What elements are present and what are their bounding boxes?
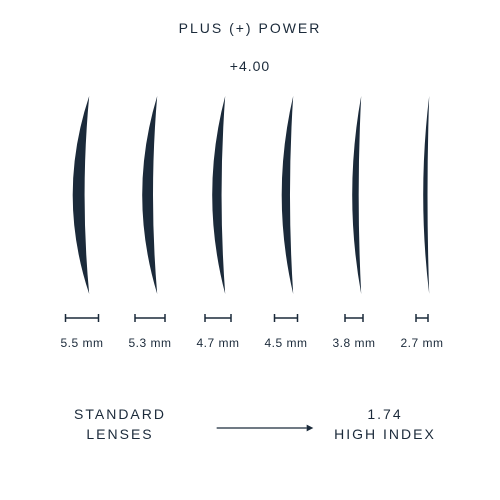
width-bracket-icon [273, 312, 300, 324]
width-bracket-icon [203, 312, 233, 324]
footer-right-label: 1.74 HIGH INDEX [315, 405, 455, 444]
lens-width-label: 2.7 mm [400, 336, 443, 350]
lens-item: 3.8 mm [324, 90, 384, 350]
power-value: +4.00 [0, 58, 500, 74]
lens-item: 2.7 mm [392, 90, 452, 350]
lens-shape [266, 90, 306, 300]
lens-width-label: 4.5 mm [264, 336, 307, 350]
arrow-icon [205, 423, 325, 433]
footer-left-label: STANDARD LENSES [50, 405, 190, 444]
footer-row: STANDARD LENSES 1.74 HIGH INDEX [0, 405, 500, 465]
lens-width-label: 4.7 mm [196, 336, 239, 350]
footer-right-line2: HIGH INDEX [334, 426, 436, 442]
width-bracket-icon [133, 312, 167, 324]
lens-item: 4.7 mm [188, 90, 248, 350]
lens-width-label: 5.3 mm [128, 336, 171, 350]
diagram-title: PLUS (+) POWER [0, 20, 500, 36]
footer-right-line1: 1.74 [367, 406, 402, 422]
footer-left-line2: LENSES [86, 426, 153, 442]
lens-shape [198, 90, 238, 300]
lens-item: 4.5 mm [256, 90, 316, 350]
width-bracket-icon [64, 312, 101, 324]
width-bracket-icon [414, 312, 430, 324]
lens-shape [402, 90, 442, 300]
lens-shape [130, 90, 170, 300]
lens-shape [334, 90, 374, 300]
footer-left-line1: STANDARD [74, 406, 166, 422]
lens-item: 5.5 mm [52, 90, 112, 350]
lens-item: 5.3 mm [120, 90, 180, 350]
lens-shape [62, 90, 102, 300]
lens-row: 5.5 mm 5.3 mm 4.7 mm 4.5 mm 3.8 mm 2.7 m… [0, 90, 500, 350]
width-bracket-icon [343, 312, 365, 324]
lens-width-label: 5.5 mm [60, 336, 103, 350]
lens-width-label: 3.8 mm [332, 336, 375, 350]
